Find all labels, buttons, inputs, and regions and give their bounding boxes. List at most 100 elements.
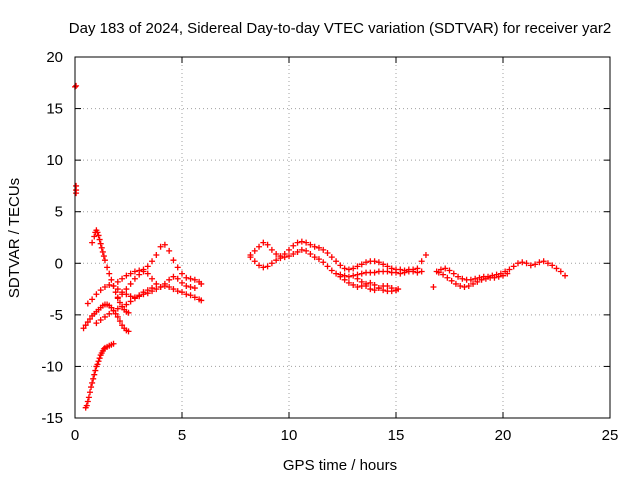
data-point	[281, 254, 288, 261]
data-point	[119, 291, 126, 298]
data-point	[562, 272, 569, 279]
data-point	[506, 266, 513, 273]
data-point	[170, 286, 177, 293]
data-point	[268, 246, 275, 253]
data-point	[114, 295, 121, 302]
data-point	[519, 259, 526, 266]
data-point	[442, 265, 449, 272]
data-point	[371, 258, 378, 265]
data-point	[544, 260, 551, 267]
data-point	[108, 304, 115, 311]
data-point	[100, 345, 107, 352]
data-point	[410, 268, 417, 275]
data-point	[459, 275, 466, 282]
data-point	[136, 292, 143, 299]
data-point	[418, 258, 425, 265]
data-point	[345, 266, 352, 273]
data-point	[324, 263, 331, 270]
data-point	[320, 259, 327, 266]
data-point	[320, 246, 327, 253]
data-point	[393, 287, 399, 294]
data-point	[430, 284, 437, 291]
data-point	[514, 260, 521, 267]
data-point	[337, 273, 344, 280]
data-point	[393, 269, 399, 276]
data-point	[106, 281, 113, 288]
data-point	[127, 270, 134, 277]
data-point	[277, 255, 284, 262]
data-point	[504, 270, 511, 277]
data-point	[358, 278, 365, 285]
data-point	[179, 289, 185, 296]
data-point	[153, 252, 160, 259]
data-point	[73, 190, 80, 197]
data-point	[264, 263, 271, 270]
data-point	[144, 287, 151, 294]
series-early-band-upper	[114, 241, 205, 287]
data-point	[260, 239, 267, 246]
data-point	[510, 263, 517, 270]
series-evening-lower	[435, 269, 511, 291]
data-point	[532, 261, 539, 268]
data-point	[149, 258, 156, 265]
data-point	[101, 284, 108, 291]
data-point	[114, 305, 121, 312]
data-point	[341, 265, 348, 272]
data-point	[286, 246, 292, 253]
data-point	[183, 274, 190, 281]
data-point	[85, 394, 92, 401]
data-point	[98, 244, 105, 251]
data-point	[444, 274, 451, 281]
data-point	[256, 262, 263, 269]
data-point	[371, 269, 378, 276]
data-point	[153, 286, 160, 293]
data-point	[311, 243, 318, 250]
data-point	[553, 265, 560, 272]
data-point	[298, 238, 305, 245]
y-tick-label: 0	[55, 255, 63, 272]
data-point	[337, 262, 344, 269]
data-point	[465, 282, 472, 289]
data-point	[549, 262, 556, 269]
data-point	[73, 82, 80, 89]
data-point	[363, 259, 370, 266]
data-point	[123, 301, 130, 308]
data-point	[83, 402, 90, 409]
data-point	[125, 328, 132, 335]
data-point	[144, 270, 151, 277]
data-point	[166, 276, 173, 283]
data-point	[324, 249, 331, 256]
data-point	[119, 322, 126, 329]
data-point	[100, 253, 107, 260]
data-point	[437, 266, 444, 273]
data-point	[358, 261, 365, 268]
data-point	[149, 275, 156, 282]
data-point	[106, 270, 113, 277]
data-point	[375, 285, 382, 292]
data-point	[114, 286, 121, 293]
data-point	[116, 318, 123, 325]
data-point	[93, 291, 100, 298]
data-point	[358, 270, 365, 277]
data-point	[179, 270, 185, 277]
data-point	[435, 269, 442, 276]
y-tick-label: 20	[46, 49, 63, 66]
y-tick-label: -10	[41, 358, 63, 375]
data-point	[127, 298, 134, 305]
data-point	[384, 268, 391, 275]
data-point	[92, 367, 99, 374]
data-point	[174, 275, 181, 282]
data-point	[119, 275, 126, 282]
data-point	[108, 276, 115, 283]
data-point	[354, 263, 361, 270]
y-tick-label: 15	[46, 101, 63, 118]
data-point	[119, 303, 126, 310]
data-point	[114, 313, 121, 320]
data-point	[198, 280, 205, 287]
data-point	[414, 269, 421, 276]
data-point	[290, 242, 297, 249]
x-tick-label: 5	[178, 427, 186, 444]
data-point	[397, 270, 404, 277]
series-mid-day-lower	[247, 246, 425, 280]
